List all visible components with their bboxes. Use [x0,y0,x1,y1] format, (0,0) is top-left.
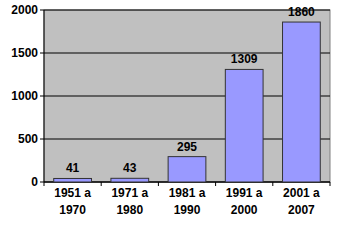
data-label: 295 [177,140,197,154]
x-tick-label: 1981 a1990 [169,186,206,217]
x-tick [44,182,45,186]
x-tick [215,182,216,186]
plot-area [44,10,330,182]
chart-container: 0 500 1000 1500 2000 41 1951 a1970 43 1971 a1980… [0,0,338,238]
y-tick-label: 500 [18,132,38,146]
x-tick-label: 1991 a2000 [226,186,263,217]
y-tick [40,10,44,11]
y-tick-label: 0 [31,175,38,189]
y-tick [40,53,44,54]
x-tick [272,182,273,186]
y-tick [40,96,44,97]
chart-svg: 0 500 1000 1500 2000 41 1951 a1970 43 1971 a1980… [0,0,338,238]
x-tick [330,182,331,186]
x-tick [101,182,102,186]
y-axis [44,10,45,182]
y-tick [40,139,44,140]
x-tick-label: 2001 a2007 [283,186,320,217]
y-tick [40,182,44,183]
x-tick-label: 1951 a1970 [54,186,91,217]
bar [225,69,263,182]
data-label: 41 [66,161,80,175]
y-tick-label: 2000 [11,3,38,17]
y-tick-label: 1000 [11,89,38,103]
bar [283,22,321,182]
bar [111,178,149,182]
x-tick-label: 1971 a1980 [111,186,148,217]
y-tick-label: 1500 [11,46,38,60]
data-label: 1309 [231,52,258,66]
x-tick [158,182,159,186]
data-label: 1860 [288,5,315,19]
bar [168,157,206,182]
bars [54,22,321,182]
bar [54,178,92,182]
data-label: 43 [123,161,137,175]
